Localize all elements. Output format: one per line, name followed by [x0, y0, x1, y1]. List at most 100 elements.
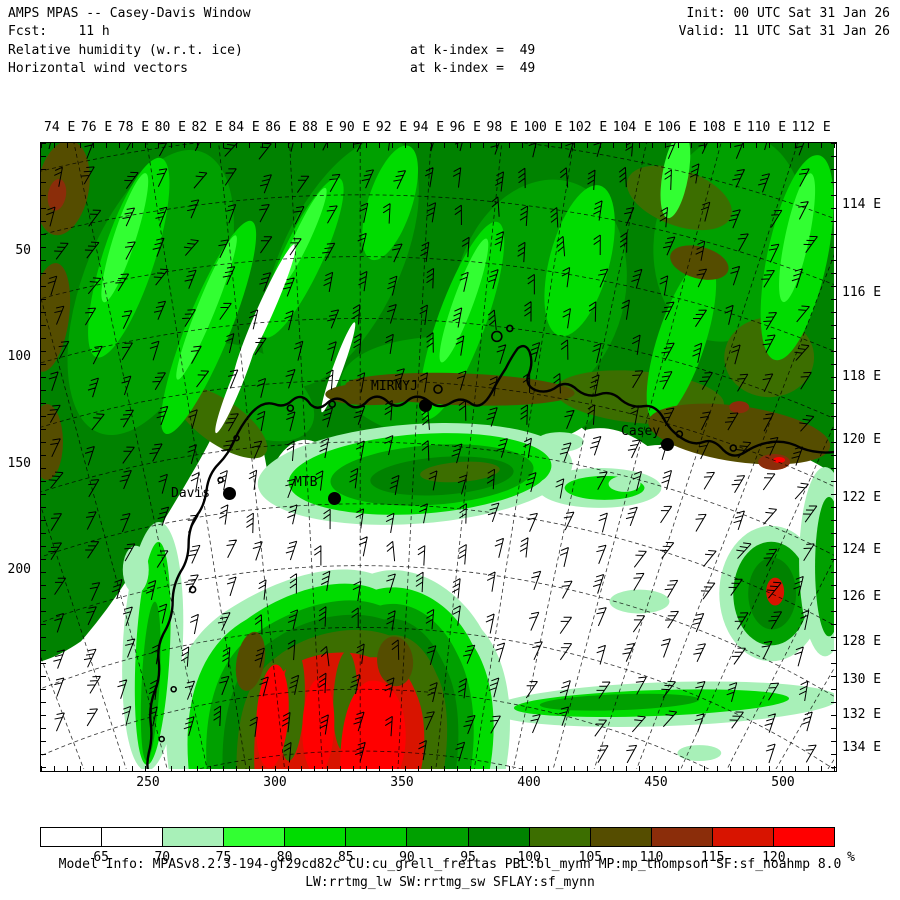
colorbar-segment: [41, 828, 102, 846]
bottom-axis-label: 400: [517, 775, 541, 790]
red-spot: [773, 456, 786, 463]
top-axis-label: 74 E: [44, 120, 76, 135]
page-title: AMPS MPAS -- Casey-Davis Window: [8, 6, 251, 21]
right-axis: 114 E 116 E 118 E 120 E 122 E 124 E 126 E 128 E…: [842, 0, 900, 900]
forecast-hour: Fcst: 11 h: [8, 24, 110, 39]
colorbar-tick-label: 120: [762, 850, 786, 865]
bottom-right-band: [489, 589, 834, 762]
right-axis-label: 130 E: [842, 672, 882, 687]
station-label: MIRNYJ: [371, 379, 418, 394]
colorbar-tick-label: 115: [700, 850, 725, 865]
station-marker: [328, 492, 341, 505]
left-axis-label: 50: [15, 243, 31, 258]
colorbar-segment: [101, 828, 163, 846]
colorbar: [40, 827, 835, 847]
bottom-axis-label: 500: [771, 775, 795, 790]
left-axis-label: 150: [7, 456, 31, 471]
top-axis-label: 90 E: [339, 120, 371, 135]
left-axis-label: 200: [7, 562, 31, 577]
colorbar-segment: [467, 828, 529, 846]
top-axis-label: 102 E: [568, 120, 608, 135]
islands: [158, 324, 738, 743]
station-label: MTB: [294, 475, 318, 490]
left-axis: 50 100 150 200: [0, 0, 34, 900]
right-axis-label: 116 E: [842, 285, 882, 300]
coastline: [146, 324, 834, 769]
field-1-level: at k-index = 49: [410, 43, 536, 58]
top-axis-label: 86 E: [265, 120, 297, 135]
colorbar-unit-label: %: [847, 850, 855, 865]
colorbar-tick-label: 80: [276, 850, 293, 865]
colorbar-segment: [223, 828, 285, 846]
colorbar-tick-label: 90: [399, 850, 415, 865]
right-axis-label: 128 E: [842, 634, 882, 649]
humidity-fill-layer: [41, 143, 834, 769]
field-2-level: at k-index = 49: [410, 61, 536, 76]
right-axis-label: 120 E: [842, 432, 882, 447]
right-axis-label: 118 E: [842, 369, 882, 384]
bottom-axis: 250 300 350 400 450 500: [40, 0, 860, 900]
top-axis-label: 110 E: [746, 120, 787, 135]
top-axis-label: 80 E: [154, 120, 186, 135]
right-axis-label: 134 E: [842, 740, 882, 755]
colorbar-tick-label: 105: [578, 850, 603, 865]
map-graphic: [41, 143, 834, 769]
top-axis-label: 104 E: [612, 120, 652, 135]
bottom-axis-label: 450: [644, 775, 668, 790]
top-axis-label: 106 E: [657, 120, 697, 135]
colorbar-segment: [528, 828, 590, 846]
station-marker: [419, 399, 432, 412]
left-axis-label: 100: [7, 349, 31, 364]
coastline-main: [249, 344, 834, 457]
colorbar-tick-label: 95: [460, 850, 476, 865]
colorbar-tick-label: 110: [639, 850, 664, 865]
colorbar-segment: [711, 828, 773, 846]
coastline-west: [146, 412, 252, 769]
bottom-axis-label: 300: [263, 775, 287, 790]
top-axis-label: 92 E: [375, 120, 408, 135]
top-axis-label: 96 E: [449, 120, 481, 135]
colorbar-tick-label: 70: [154, 850, 171, 865]
colorbar-segment: [406, 828, 468, 846]
top-axis: 74 E 76 E 78 E 80 E 82 E 84 E 86 E 88 E 90 E 92 E…: [40, 120, 835, 135]
humid-texture-core: [101, 143, 816, 380]
top-axis-label: 78 E: [117, 120, 150, 135]
colorbar-labels: 65 70 75 80 85 90 95 100 105 110 115 120%: [40, 850, 870, 866]
top-axis-label: 88 E: [302, 120, 334, 135]
model-info-line2: LW:rrtmg_lw SW:rrtmg_sw SFLAY:sf_mynn: [305, 875, 595, 890]
right-axis-label: 126 E: [842, 589, 882, 604]
field-1-name: Relative humidity (w.r.t. ice): [8, 43, 243, 58]
station-label: Davis: [171, 486, 211, 501]
colorbar-segment: [589, 828, 651, 846]
station-marker: [661, 438, 674, 451]
colorbar-segment: [772, 828, 835, 846]
top-axis-label: 100 E: [523, 120, 563, 135]
top-axis-label: 108 E: [702, 120, 742, 135]
colorbar-tick-label: 65: [93, 850, 109, 865]
top-axis-label: 76 E: [80, 120, 113, 135]
top-axis-label: 98 E: [486, 120, 518, 135]
bottom-axis-label: 350: [390, 775, 414, 790]
wind-barbs-layer: [46, 143, 818, 764]
supersaturated-brown-patches: [41, 143, 831, 480]
top-axis-label: 84 E: [228, 120, 260, 135]
right-axis-label: 132 E: [842, 707, 882, 722]
colorbar-segment: [162, 828, 224, 846]
top-axis-label: 94 E: [412, 120, 445, 135]
model-info-line1: Model Info: MPASv8.2.3-194-gf29cd82c CU:…: [58, 857, 842, 872]
top-axis-label: 82 E: [191, 120, 223, 135]
valid-time: Valid: 11 UTC Sat 31 Jan 26: [678, 24, 890, 39]
top-axis-label: 112 E: [791, 120, 831, 135]
map-area: Davis MTB MIRNYJ Casey: [40, 142, 837, 772]
field-2-name: Horizontal wind vectors: [8, 61, 189, 76]
right-axis-label: 114 E: [842, 197, 882, 212]
right-axis-label: 122 E: [842, 490, 882, 505]
colorbar-tick-label: 75: [215, 850, 232, 865]
right-axis-label: 124 E: [842, 542, 882, 557]
colorbar-tick-label: 100: [517, 850, 541, 865]
colorbar-segment: [650, 828, 712, 846]
bottom-axis-label: 250: [136, 775, 160, 790]
stations-layer: Davis MTB MIRNYJ Casey: [41, 143, 836, 771]
station-marker: [223, 487, 236, 500]
colorbar-segment: [345, 828, 407, 846]
